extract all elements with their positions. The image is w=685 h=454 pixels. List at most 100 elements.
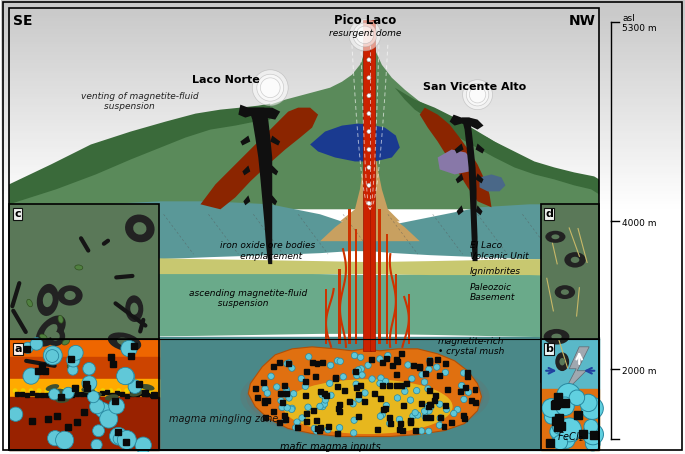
Circle shape <box>252 70 288 106</box>
Circle shape <box>349 19 381 51</box>
Bar <box>443 361 448 366</box>
Bar <box>310 360 315 365</box>
Bar <box>303 411 308 416</box>
Ellipse shape <box>40 334 47 340</box>
Bar <box>262 398 267 403</box>
Circle shape <box>386 420 393 427</box>
Circle shape <box>110 427 127 445</box>
Bar <box>325 393 329 398</box>
Circle shape <box>109 398 125 414</box>
Bar <box>356 392 361 397</box>
Circle shape <box>100 388 105 393</box>
Bar <box>399 351 404 356</box>
Bar <box>120 392 124 396</box>
Circle shape <box>405 362 411 368</box>
Circle shape <box>327 380 333 386</box>
Ellipse shape <box>264 362 466 431</box>
Text: SE: SE <box>13 14 33 28</box>
Polygon shape <box>479 174 506 191</box>
Bar <box>370 20 375 351</box>
Circle shape <box>288 406 295 413</box>
Bar <box>95 393 99 397</box>
Ellipse shape <box>246 356 484 437</box>
Circle shape <box>466 84 489 106</box>
Bar <box>427 402 432 407</box>
Bar <box>108 354 114 360</box>
Circle shape <box>119 369 135 384</box>
Ellipse shape <box>571 257 580 263</box>
Bar <box>556 414 563 422</box>
Bar <box>408 420 412 425</box>
Circle shape <box>377 380 383 386</box>
Ellipse shape <box>125 296 143 322</box>
Bar <box>436 357 440 362</box>
Bar <box>473 400 477 405</box>
Bar <box>35 368 41 374</box>
Bar <box>271 364 275 369</box>
Bar <box>60 393 64 397</box>
Circle shape <box>292 424 299 431</box>
Circle shape <box>325 427 331 433</box>
Circle shape <box>60 388 66 393</box>
Ellipse shape <box>551 334 562 340</box>
Bar <box>358 383 363 388</box>
Bar <box>394 357 399 362</box>
Bar <box>395 274 397 344</box>
Bar <box>142 390 148 396</box>
Bar <box>140 391 144 395</box>
Bar <box>590 431 598 439</box>
Bar <box>74 419 80 425</box>
Circle shape <box>409 375 415 382</box>
Circle shape <box>414 387 420 394</box>
Ellipse shape <box>551 234 560 239</box>
Bar <box>9 357 159 379</box>
Circle shape <box>82 376 97 391</box>
Circle shape <box>286 360 292 366</box>
Bar <box>551 401 559 409</box>
Circle shape <box>550 424 564 439</box>
Polygon shape <box>242 165 250 175</box>
Bar <box>128 353 134 359</box>
Bar <box>145 393 149 396</box>
Bar <box>443 403 447 408</box>
Bar <box>65 424 71 430</box>
Ellipse shape <box>252 358 477 435</box>
Bar <box>256 395 260 400</box>
Bar <box>355 229 358 344</box>
Polygon shape <box>271 136 280 146</box>
Circle shape <box>140 388 145 393</box>
Bar <box>115 391 119 395</box>
Circle shape <box>88 391 99 403</box>
Circle shape <box>421 408 428 415</box>
Bar <box>560 399 569 407</box>
Ellipse shape <box>293 372 436 421</box>
Circle shape <box>8 407 23 421</box>
Ellipse shape <box>130 303 138 315</box>
Ellipse shape <box>544 329 569 345</box>
Bar <box>15 392 19 396</box>
Bar <box>557 422 565 430</box>
Bar <box>433 393 438 398</box>
Circle shape <box>319 404 326 410</box>
Polygon shape <box>475 143 484 153</box>
Bar <box>284 391 288 396</box>
Bar <box>277 419 282 424</box>
Bar <box>20 392 24 396</box>
Circle shape <box>282 391 288 397</box>
Bar <box>53 414 60 419</box>
Bar <box>408 294 410 344</box>
Text: mafic magma inputs: mafic magma inputs <box>279 441 380 452</box>
Circle shape <box>135 437 151 454</box>
Circle shape <box>358 354 364 360</box>
Bar <box>125 394 129 398</box>
Bar <box>151 392 157 398</box>
Bar <box>552 400 560 408</box>
Circle shape <box>367 165 371 169</box>
Bar <box>469 398 474 403</box>
Bar <box>132 343 137 349</box>
Circle shape <box>284 405 290 411</box>
Circle shape <box>351 430 357 436</box>
Bar <box>363 20 371 351</box>
Circle shape <box>22 342 34 353</box>
Ellipse shape <box>37 284 59 316</box>
